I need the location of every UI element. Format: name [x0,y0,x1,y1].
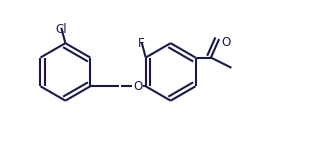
Text: Cl: Cl [55,23,67,36]
Text: F: F [138,37,145,50]
Text: O: O [133,80,142,93]
Text: O: O [221,36,230,49]
